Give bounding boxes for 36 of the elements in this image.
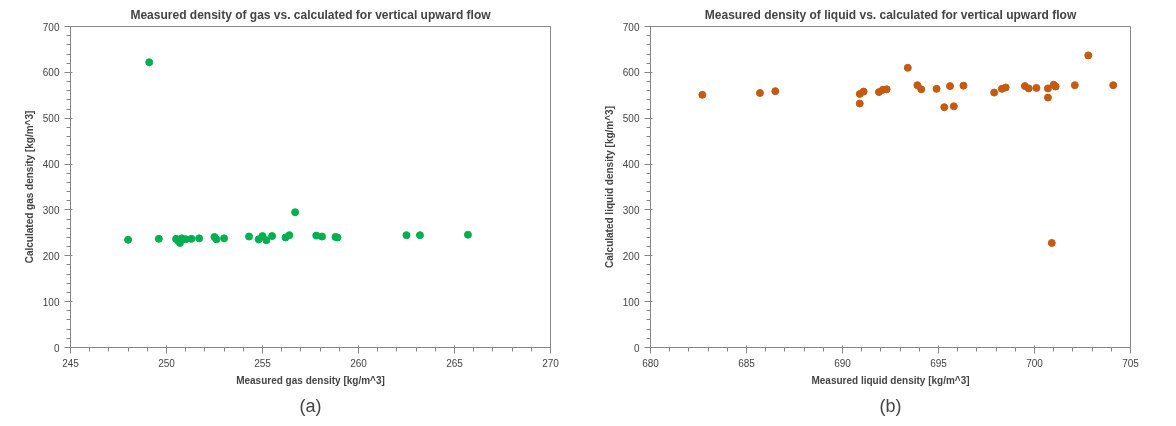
y-tick-label: 600 [622,67,640,79]
y-tick-label: 400 [42,159,60,171]
x-axis-title: Measured liquid density [kg/m^3] [811,374,970,386]
y-tick-label: 300 [42,204,60,216]
text: (b) [879,395,902,416]
y-tick-label: 500 [622,113,640,125]
y-tick-label: 100 [42,296,60,308]
x-tick-label: 700 [1026,357,1044,369]
y-tick-label: 600 [42,67,60,79]
y-tick-label: 100 [622,296,640,308]
y-tick-label: 0 [633,342,640,354]
x-tick-label: 265 [446,357,464,369]
y-axis-title: Calculated liquid density [kg/m^3] [603,106,615,268]
y-tick-label: 700 [42,21,60,33]
x-axis-title: Measured gas density [kg/m^3] [236,374,385,386]
chart-title: Measured density of liquid vs. calculated for vertical upward flow [704,7,1077,22]
x-tick-label: 685 [738,357,756,369]
chart-title: Measured density of gas vs. calculated for vertical upward flow [130,7,492,22]
x-tick-label: 695 [930,357,948,369]
x-tick-label: 260 [350,357,368,369]
y-tick-label: 300 [622,204,640,216]
y-tick-label: 200 [42,250,60,262]
x-tick-label: 705 [1122,357,1140,369]
y-tick-label: 200 [622,250,640,262]
y-tick-label: 700 [622,21,640,33]
x-tick-label: 680 [642,357,660,369]
y-tick-label: 400 [622,159,640,171]
y-axis-title: Calculated gas density [kg/m^3] [23,110,35,264]
x-tick-label: 690 [834,357,852,369]
x-tick-label: 250 [158,357,176,369]
text: (a) [299,395,322,416]
x-tick-label: 245 [62,357,80,369]
y-tick-label: 0 [53,342,60,354]
x-tick-label: 255 [254,357,272,369]
x-tick-label: 270 [542,357,560,369]
y-tick-label: 500 [42,113,60,125]
